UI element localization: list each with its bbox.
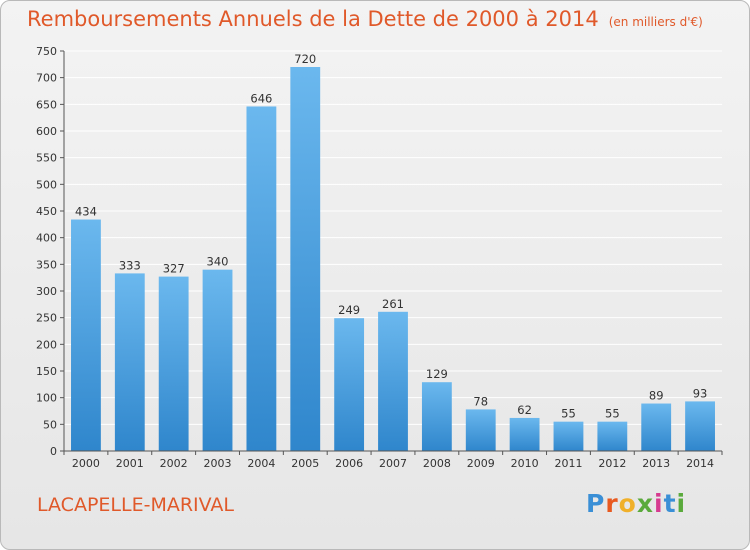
- bar: [114, 273, 145, 451]
- bar-value-label: 434: [75, 205, 97, 219]
- proxiti-logo: Proxiti: [586, 489, 686, 518]
- bar: [378, 311, 408, 451]
- chart-title: Remboursements Annuels de la Dette de 20…: [27, 7, 703, 31]
- bar-value-label: 646: [250, 91, 272, 105]
- bar-value-label: 62: [517, 403, 532, 417]
- bar: [685, 401, 715, 451]
- logo-letter: t: [663, 489, 677, 518]
- y-tick-label: 50: [43, 418, 57, 431]
- x-tick-label: 2008: [423, 457, 451, 470]
- y-tick-label: 300: [36, 285, 57, 298]
- x-tick-label: 2000: [72, 457, 100, 470]
- bar-value-label: 327: [163, 262, 185, 276]
- bar-value-label: 340: [207, 255, 229, 269]
- y-tick-label: 200: [36, 338, 57, 351]
- bar-value-label: 55: [605, 407, 620, 421]
- y-tick-label: 350: [36, 258, 57, 271]
- x-tick-label: 2009: [467, 457, 495, 470]
- x-tick-label: 2002: [160, 457, 188, 470]
- y-tick-label: 550: [36, 152, 57, 165]
- y-tick-label: 750: [36, 45, 57, 58]
- bar-value-label: 249: [338, 303, 360, 317]
- bar-value-label: 720: [294, 52, 316, 66]
- y-tick-label: 250: [36, 312, 57, 325]
- logo-letter: o: [618, 489, 637, 518]
- y-tick-label: 400: [36, 232, 57, 245]
- x-axis-ticks: 2000 2001 2002 2003 2004 2005 2006 2007 2008 2009…: [63, 451, 723, 470]
- bar: [71, 219, 101, 451]
- bar: [465, 409, 496, 451]
- x-tick-label: 2007: [379, 457, 407, 470]
- x-tick-label: 2003: [204, 457, 232, 470]
- bar-value-label: 78: [473, 394, 488, 408]
- x-tick-label: 2005: [291, 457, 319, 470]
- bar-value-label: 129: [426, 367, 448, 381]
- logo-letter: r: [605, 489, 619, 518]
- bar: [597, 421, 628, 451]
- logo-letter: P: [586, 489, 606, 518]
- y-tick-label: 500: [36, 178, 57, 191]
- x-tick-label: 2004: [247, 457, 275, 470]
- x-tick-label: 2001: [116, 457, 144, 470]
- y-tick-label: 100: [36, 392, 57, 405]
- y-tick-label: 150: [36, 365, 57, 378]
- bar-value-label: 93: [693, 386, 708, 400]
- y-tick-label: 700: [36, 72, 57, 85]
- bars: [71, 67, 715, 451]
- bar: [421, 382, 452, 451]
- logo-letter: x: [636, 489, 654, 518]
- bar-value-label: 89: [649, 389, 664, 403]
- logo-letter: i: [654, 489, 664, 518]
- bar: [158, 276, 189, 451]
- chart-title-text: Remboursements Annuels de la Dette de 20…: [27, 7, 599, 31]
- y-tick-label: 600: [36, 125, 57, 138]
- bar: [509, 417, 540, 451]
- x-tick-label: 2010: [511, 457, 539, 470]
- x-tick-label: 2014: [686, 457, 714, 470]
- bar: [334, 318, 365, 451]
- y-axis-ticks: 0 50 100 150 200 250 300 350 400 450 500 550 600 650 7…: [36, 45, 64, 458]
- y-tick-label: 650: [36, 98, 57, 111]
- bar: [202, 269, 233, 451]
- bar-value-label: 261: [382, 297, 404, 311]
- x-tick-label: 2012: [598, 457, 626, 470]
- value-labels: 434 333 327 340 646 720 249 261 129 78 62 55 55 89 93: [75, 52, 707, 421]
- y-tick-label: 450: [36, 205, 57, 218]
- x-tick-label: 2013: [642, 457, 670, 470]
- chart-unit-text: (en milliers d'€): [608, 15, 703, 29]
- bar-value-label: 55: [561, 407, 576, 421]
- bar-value-label: 333: [119, 258, 141, 272]
- bar: [246, 106, 277, 451]
- y-tick-label: 0: [50, 445, 57, 458]
- bar: [290, 67, 321, 451]
- commune-name: LACAPELLE-MARIVAL: [37, 494, 235, 516]
- bar: [641, 403, 672, 451]
- x-tick-label: 2006: [335, 457, 363, 470]
- x-tick-label: 2011: [554, 457, 582, 470]
- logo-letter: i: [676, 489, 687, 518]
- bar: [553, 421, 584, 451]
